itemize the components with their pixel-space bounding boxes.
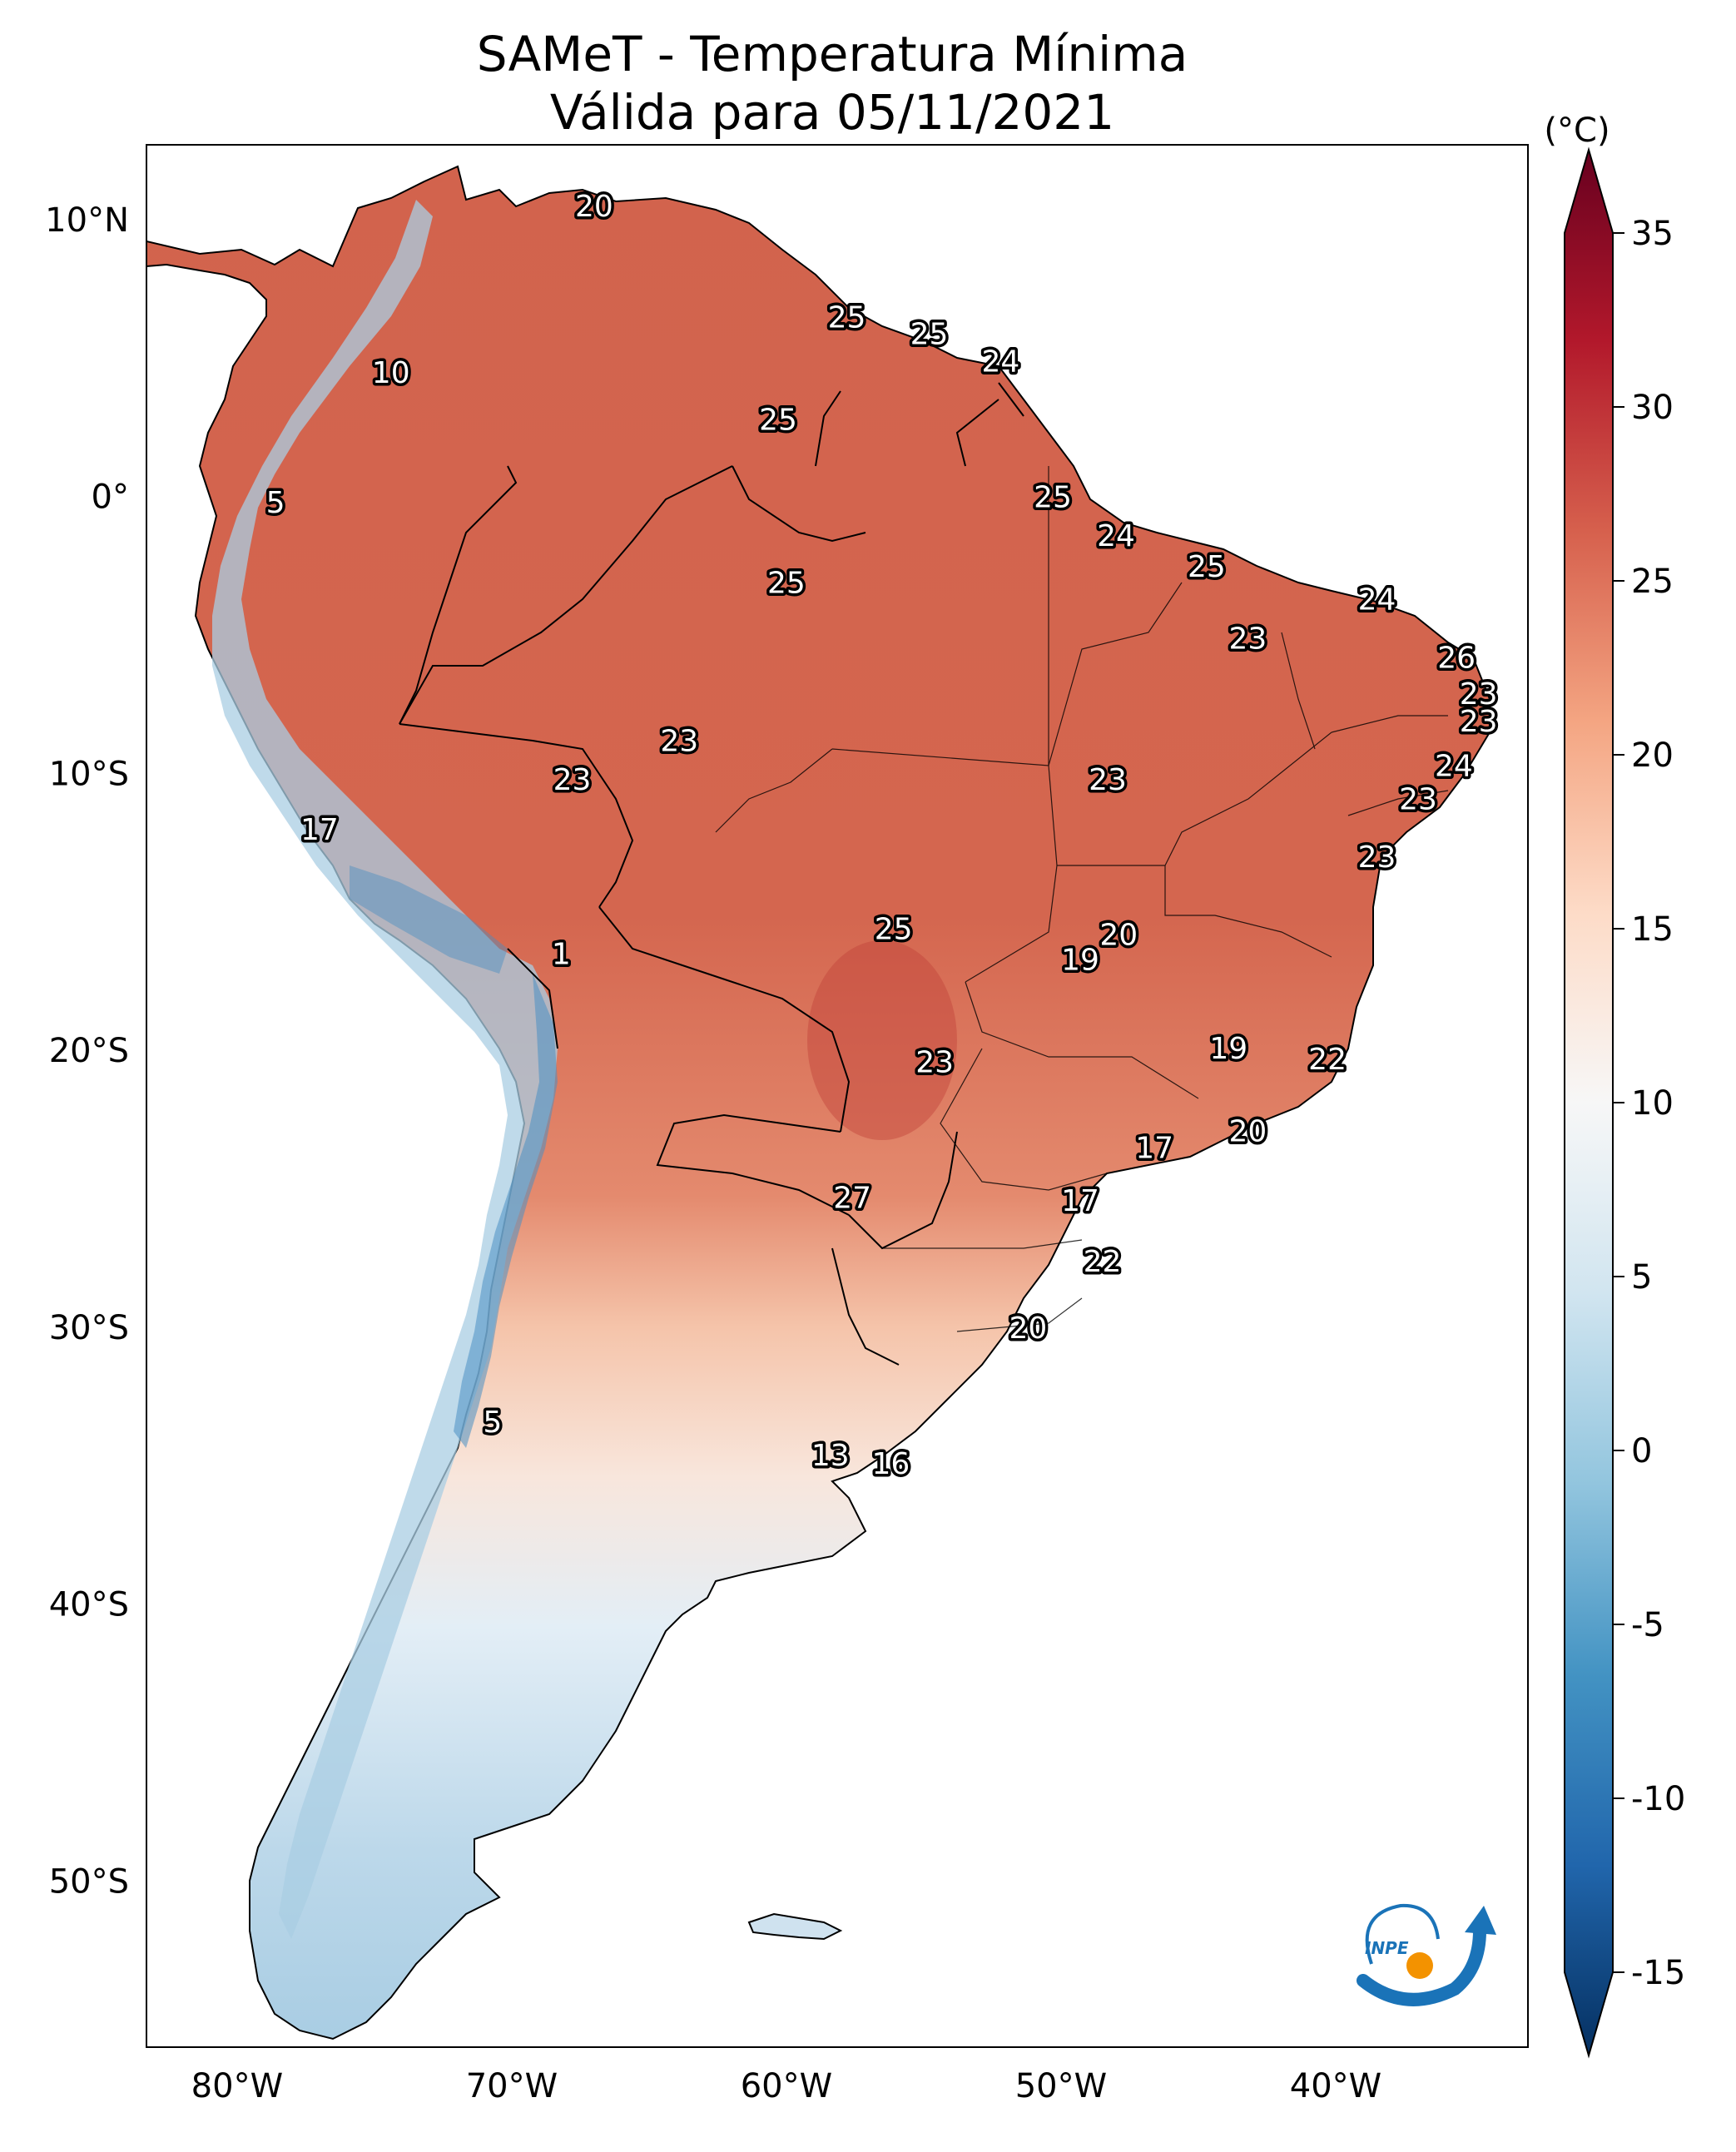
falkland-islands (747, 1912, 843, 1941)
inpe-logo-orbit (1365, 1903, 1440, 1965)
andes-cold-band (212, 200, 558, 1939)
temperature-label: 23 (660, 724, 698, 758)
lon-tick-label: 40°W (1290, 2067, 1381, 2105)
temperature-label: 23 (1460, 705, 1498, 739)
temperature-label: 25 (759, 403, 797, 437)
temperature-label: 24 (1435, 749, 1473, 783)
country-borders (399, 382, 1024, 1366)
colorbar-tick-label: -10 (1631, 1780, 1685, 1818)
temperature-label: 10 (372, 356, 410, 390)
andes-deep-cold-core (454, 974, 558, 1448)
lon-tick-label: 80°W (191, 2067, 283, 2105)
temperature-label: 27 (833, 1181, 871, 1215)
inpe-logo-sun (1406, 1952, 1433, 1979)
temperature-label: 19 (1061, 943, 1099, 977)
temperature-label: 5 (266, 486, 285, 520)
temperature-label: 17 (300, 813, 339, 847)
temperature-label: 23 (1089, 763, 1127, 797)
temperature-label: 25 (1034, 481, 1072, 515)
colorbar-tick-label: 20 (1631, 736, 1674, 775)
lat-tick-label: 0° (92, 478, 129, 517)
lon-tick-label: 70°W (466, 2067, 558, 2105)
paraguay-warm-core (807, 940, 957, 1140)
temperature-label: 23 (553, 763, 592, 797)
colorbar: 35 30 25 20 15 10 5 0 -5 -10 -15 (°C) (1544, 112, 1685, 2059)
inpe-logo: INPE (1357, 1903, 1496, 2006)
temperature-label: 23 (1399, 782, 1437, 816)
lat-tick-label: 30°S (49, 1309, 129, 1347)
temperature-label: 20 (1228, 1115, 1267, 1149)
lat-tick-label: 40°S (49, 1586, 129, 1624)
inpe-logo-swoosh (1357, 1924, 1486, 2006)
colorbar-tick-label: -15 (1631, 1954, 1685, 1992)
temperature-label: 23 (1358, 840, 1396, 875)
lon-tick-label: 50°W (1015, 2067, 1107, 2105)
colorbar-tick-label: 10 (1631, 1084, 1674, 1123)
temperature-label: 17 (1061, 1184, 1099, 1218)
colorbar-tick-label: 5 (1631, 1258, 1652, 1297)
temperature-label: 17 (1135, 1132, 1173, 1166)
map-subtitle: Válida para 05/11/2021 (549, 84, 1115, 141)
temperature-label: 25 (910, 317, 949, 351)
temperature-label: 25 (875, 913, 913, 947)
temperature-label: 25 (828, 300, 866, 335)
colorbar-tick-label: 15 (1631, 910, 1674, 949)
temperature-label: 24 (981, 345, 1019, 379)
temperature-label: 1 (552, 938, 571, 972)
temperature-label: 22 (1084, 1245, 1122, 1279)
temperature-label: 23 (1228, 622, 1267, 656)
temperature-label: 23 (915, 1045, 954, 1079)
colorbar-tick-label: 30 (1631, 389, 1674, 427)
temperature-label: 24 (1097, 519, 1135, 553)
lat-tick-label: 20°S (49, 1032, 129, 1070)
map-land-group (146, 165, 1490, 2040)
colorbar-tick-label: 35 (1631, 215, 1674, 253)
colorbar-body (1564, 146, 1614, 2059)
temperature-label: 5 (483, 1406, 502, 1440)
peru-cold-patch (350, 865, 508, 974)
lon-tick-label: 60°W (741, 2067, 832, 2105)
temperature-label: 19 (1209, 1032, 1247, 1066)
temperature-label: 26 (1437, 642, 1476, 676)
temperature-label: 25 (1188, 550, 1226, 584)
lat-tick-label: 50°S (49, 1862, 129, 1901)
temperature-label: 20 (1099, 918, 1138, 952)
state-borders (715, 466, 1449, 1332)
colorbar-ticks: 35 30 25 20 15 10 5 0 -5 -10 -15 (1613, 215, 1685, 1992)
inpe-logo-arrow (1465, 1906, 1496, 1935)
map-frame (146, 144, 1529, 2048)
temperature-label: 22 (1308, 1043, 1347, 1077)
inpe-logo-text: INPE (1365, 1938, 1409, 1958)
lat-tick-label: 10°N (45, 201, 129, 240)
temperature-label: 23 (1460, 677, 1498, 712)
temperature-label: 20 (1009, 1312, 1047, 1346)
colorbar-tick-label: 0 (1631, 1432, 1652, 1470)
longitude-axis: 80°W 70°W 60°W 50°W 40°W (191, 2067, 1382, 2105)
temperature-label: 16 (871, 1447, 910, 1481)
colorbar-tick-label: -5 (1631, 1606, 1664, 1644)
colorbar-unit-label: (°C) (1544, 112, 1610, 150)
latitude-axis: 10°N 0° 10°S 20°S 30°S 40°S 50°S (45, 201, 129, 1902)
map-title: SAMeT - Temperatura Mínima (476, 26, 1188, 82)
temperature-label: 13 (811, 1439, 850, 1473)
colorbar-tick-label: 25 (1631, 563, 1674, 601)
temperature-label: 24 (1358, 583, 1396, 617)
temperature-label: 20 (575, 190, 613, 224)
lat-tick-label: 10°S (49, 755, 129, 793)
temperature-label: 25 (767, 567, 806, 601)
